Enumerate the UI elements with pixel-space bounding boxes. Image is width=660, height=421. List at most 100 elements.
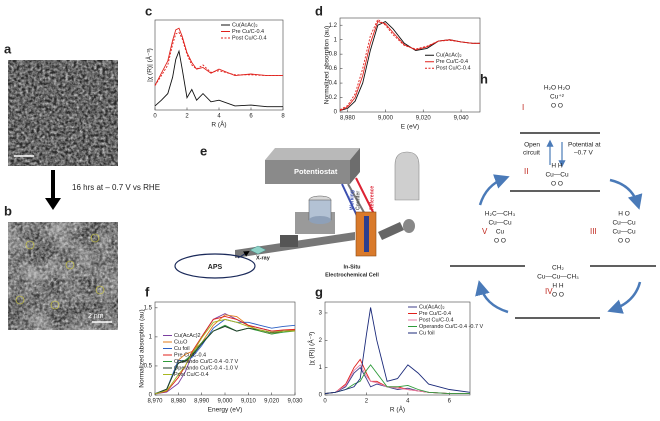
step-numeral: III: [590, 227, 597, 236]
x-tick-label: 0: [323, 399, 327, 405]
panel-label: b: [4, 203, 12, 218]
panel-label: c: [145, 3, 152, 18]
setup-diagram: [174, 148, 420, 279]
series-line: [324, 364, 470, 395]
x-tick-label: 9,010: [241, 399, 257, 405]
y-tick-label: 1: [149, 334, 153, 340]
structure-line: O O: [551, 181, 563, 188]
setup-label: X-ray: [256, 255, 271, 261]
setup-label: Potentiostat: [294, 167, 338, 176]
y-tick-label: 1: [319, 365, 323, 371]
legend-label: Cu₂O: [174, 339, 188, 345]
y-tick-label: 0: [334, 110, 338, 116]
structure-line: O O: [618, 238, 630, 245]
legend-label: Cu(AcAc)2: [174, 333, 201, 339]
y-axis-label: Normalized absorption (au): [139, 309, 146, 387]
y-tick-label: 0.2: [329, 95, 338, 101]
series-line: [154, 27, 283, 86]
series-line: [154, 318, 296, 395]
panel-label: f: [145, 284, 150, 299]
series-line: [339, 18, 480, 111]
x-tick-label: 9,020: [416, 116, 432, 122]
structure-line: H H: [552, 283, 564, 290]
plot-frame: [324, 301, 471, 396]
legend-label: Pre Cu/C-0.4: [419, 311, 451, 317]
legend-label: Cu(AcAc)₂: [419, 304, 445, 310]
series-line: [324, 364, 470, 395]
legend-label: Pre Cu/C-0.4: [232, 29, 264, 35]
y-axis-label: |χ (R)| (Å⁻³): [145, 48, 154, 82]
x-tick-label: 8: [281, 114, 285, 120]
step-numeral: V: [482, 227, 488, 236]
step-numeral: II: [524, 167, 528, 176]
legend-label: Operando Cu/C-0.4 -0.7 V: [174, 359, 239, 365]
y-tick-label: 1.5: [144, 305, 153, 311]
x-tick-label: 9,030: [287, 399, 303, 405]
setup-label: Working: [349, 190, 355, 210]
x-axis-label: Energy (eV): [208, 407, 243, 414]
y-tick-label: 2: [319, 338, 323, 344]
setup-label: Electrochemical Cell: [325, 272, 379, 278]
legend-label: Operando Cu/C-0.4 -0.7 V: [419, 324, 484, 330]
x-tick-label: 9,020: [264, 399, 280, 405]
mechanism-layout: [450, 132, 656, 319]
panel-label: a: [4, 41, 12, 56]
x-tick-label: 2: [365, 399, 369, 405]
structure-line: Cu: [496, 229, 505, 236]
y-axis-label: |χ (R)| (Å⁻³): [307, 332, 316, 366]
x-axis-label: R (Å): [390, 405, 405, 414]
step-numeral: I: [522, 103, 524, 112]
setup-label: Reference: [369, 186, 375, 210]
scale-bar-label: 2 nm: [88, 313, 104, 320]
x-tick-label: 8,990: [194, 399, 210, 405]
x-tick-label: 8,970: [147, 399, 163, 405]
structure-line: H H: [551, 163, 563, 170]
x-tick-label: 6: [448, 399, 452, 405]
series-line: [154, 325, 295, 395]
legend-label: Post Cu/C-0.4: [419, 317, 454, 323]
y-axis-label: Normalized absorption (au): [324, 26, 331, 104]
plot-frame: [339, 17, 481, 113]
series-line: [339, 21, 480, 112]
panel-label: h: [480, 71, 488, 86]
series-line: [154, 316, 296, 395]
x-tick-label: 9,040: [454, 116, 470, 122]
structure-line: Cu—Cu—CH₃: [537, 274, 579, 281]
x-tick-label: 2: [185, 114, 189, 120]
legend-label: Cu(AcAc)₂: [436, 53, 462, 59]
structure-line: Cu—Cu: [545, 172, 569, 179]
legend-label: Cu(AcAc)₂: [232, 22, 258, 28]
structure-line: O O: [551, 103, 563, 110]
x-tick-label: 9,000: [217, 399, 233, 405]
x-axis-label: E (eV): [401, 124, 419, 131]
step-numeral: IV: [545, 287, 553, 296]
panel-label: e: [200, 143, 207, 158]
micrograph-b: [8, 222, 118, 330]
x-tick-label: 8,980: [340, 116, 356, 122]
panel-label: g: [315, 284, 323, 299]
structure-line: Cu—Cu: [612, 229, 636, 236]
y-tick-label: 0.6: [329, 66, 338, 72]
structure-line: H O: [618, 211, 630, 218]
series-line: [154, 318, 295, 395]
legend-label: Pre Cu/C-0.4: [174, 352, 206, 358]
x-tick-label: 6: [249, 114, 253, 120]
legend-label: Pre Cu/C-0.4: [436, 59, 468, 65]
x-axis-label: R (Å): [211, 120, 226, 129]
structure-line: Cu⁺²: [550, 94, 565, 101]
micrograph-a: [8, 60, 118, 166]
process-arrow-head: [45, 198, 61, 210]
x-tick-label: 9,000: [378, 116, 394, 122]
y-tick-label: 0.8: [329, 52, 338, 58]
setup-label: Counter: [355, 191, 361, 210]
y-tick-label: 0: [149, 393, 153, 399]
series-line: [324, 366, 470, 395]
structure-line: H₂C—CH₃: [485, 211, 516, 218]
legend-label: Post Cu/C-0.4: [436, 66, 471, 72]
y-tick-label: 1: [334, 37, 338, 43]
structure-line: CH₂: [552, 265, 564, 272]
condition-label: Open: [524, 142, 540, 149]
x-tick-label: 4: [406, 399, 410, 405]
structure-line: O O: [552, 292, 564, 299]
